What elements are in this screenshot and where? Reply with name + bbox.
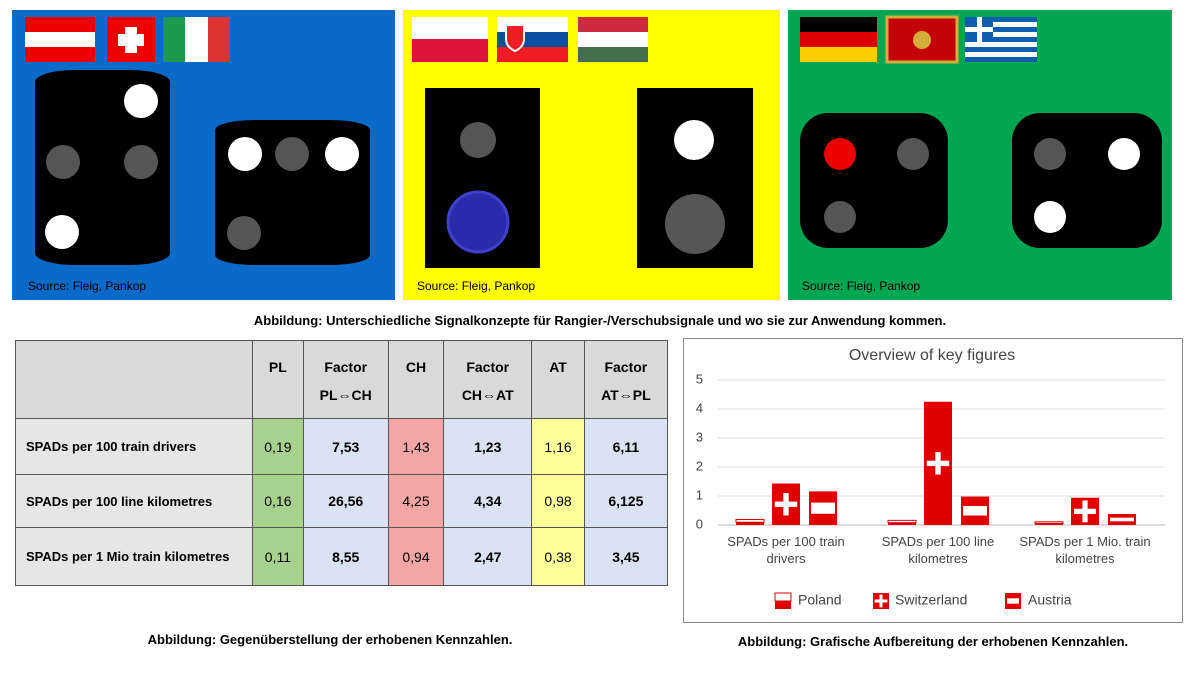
table-cell: 3,45 bbox=[583, 527, 669, 586]
bar-stripe bbox=[735, 518, 765, 523]
bar-cross bbox=[774, 501, 798, 507]
flags bbox=[25, 15, 1037, 64]
bar-stripe bbox=[1007, 598, 1019, 604]
bar-cross bbox=[926, 460, 950, 467]
table-cell: 4,34 bbox=[443, 474, 533, 528]
header-text: CH bbox=[405, 359, 427, 375]
table-cell: 0,19 bbox=[252, 418, 304, 475]
chart-title: Overview of key figures bbox=[849, 347, 1015, 364]
table-cell: 0,11 bbox=[252, 527, 304, 586]
bar-cross bbox=[1074, 508, 1096, 514]
table-cell: 8,55 bbox=[302, 527, 389, 586]
header-text: PL bbox=[268, 359, 287, 375]
legend-label: Austria bbox=[1028, 592, 1072, 608]
table-cell: 0,94 bbox=[387, 527, 445, 586]
bar-stripe bbox=[1110, 517, 1134, 522]
table-cell: 26,56 bbox=[302, 474, 389, 528]
header-cell: AT bbox=[531, 340, 585, 419]
caption: Abbildung: Unterschiedliche Signalkonzep… bbox=[253, 313, 947, 328]
x-tick-label: SPADs per 100 train drivers bbox=[727, 534, 845, 566]
table-row: SPADs per 1 Mio train kilometres 0,11 8,55… bbox=[14, 527, 669, 586]
bar-cross bbox=[874, 599, 888, 603]
source: Source: Fleig, Pankop bbox=[802, 279, 920, 293]
header-cell: Factor PL⇔CH bbox=[302, 340, 389, 419]
table-cell: 2,47 bbox=[443, 527, 533, 586]
header-text: AT bbox=[549, 359, 567, 375]
signal-panels: Source: Fleig, Pankop Source: Fleig, Pan… bbox=[12, 10, 1172, 300]
table-cell: 4,25 bbox=[387, 474, 445, 528]
header-cell: Factor AT⇔PL bbox=[583, 340, 669, 419]
y-tick-label: 1 bbox=[696, 487, 703, 502]
header-text: CH⇔AT bbox=[461, 387, 514, 403]
y-tick-label: 2 bbox=[696, 458, 703, 473]
x-tick-label: SPADs per 100 line kilometres bbox=[881, 534, 995, 566]
y-tick-label: 0 bbox=[696, 516, 703, 531]
x-tick-label: SPADs per 1 Mio. train kilometres bbox=[1019, 534, 1151, 566]
source: Source: Fleig, Pankop bbox=[28, 279, 146, 293]
bar-stripe bbox=[1034, 521, 1064, 524]
legend-label: Poland bbox=[798, 592, 842, 608]
legend-label: Switzerland bbox=[895, 592, 967, 608]
header-cell bbox=[14, 340, 254, 419]
y-tick-label: 3 bbox=[696, 429, 703, 444]
chart-frame bbox=[683, 338, 1183, 623]
header-text: PL⇔CH bbox=[319, 387, 372, 403]
bar-stripe bbox=[811, 502, 835, 514]
header-text: Factor bbox=[466, 359, 510, 375]
bar-stripe bbox=[963, 506, 987, 516]
table-cell: 0,98 bbox=[531, 474, 585, 528]
table-cell: 7,53 bbox=[302, 418, 389, 475]
bar-stripe bbox=[774, 592, 792, 602]
table-caption: Abbildung: Gegenüberstellung der erhoben… bbox=[147, 632, 513, 647]
y-tick-label: 4 bbox=[696, 400, 703, 415]
header-cell: PL bbox=[252, 340, 304, 419]
header-text: Factor bbox=[324, 359, 368, 375]
table-row: SPADs per 100 train drivers 0,19 7,53 1,43 1… bbox=[14, 418, 669, 475]
signals bbox=[35, 70, 1162, 268]
table-cell: SPADs per 1 Mio train kilometres bbox=[14, 527, 254, 586]
header-row: PL Factor PL⇔CH CH Factor CH⇔AT AT Factor AT⇔PL bbox=[14, 340, 669, 419]
table-cell: 0,16 bbox=[252, 474, 304, 528]
table-cell: 1,23 bbox=[443, 418, 533, 475]
bar-stripe bbox=[887, 519, 917, 524]
data-table: PL Factor PL⇔CH CH Factor CH⇔AT AT Factor AT⇔PL S… bbox=[14, 340, 669, 586]
y-tick-label: 5 bbox=[696, 371, 703, 386]
table-cell: 0,38 bbox=[531, 527, 585, 586]
header-text: AT⇔PL bbox=[601, 387, 651, 403]
table-cell: 1,16 bbox=[531, 418, 585, 475]
chart-caption: Abbildung: Grafische Aufbereitung der er… bbox=[737, 634, 1129, 649]
source: Source: Fleig, Pankop bbox=[417, 279, 535, 293]
table-cell: SPADs per 100 train drivers bbox=[14, 418, 254, 475]
header-text: Factor bbox=[604, 359, 648, 375]
